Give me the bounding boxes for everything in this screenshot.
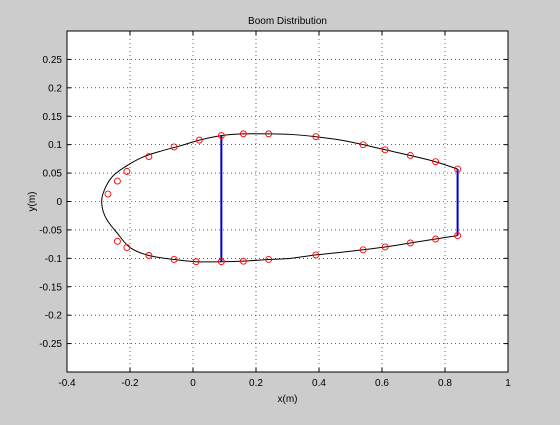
boom-point: [192, 258, 200, 266]
y-tick-label: -0.25: [39, 339, 62, 350]
boom-point: [454, 232, 462, 240]
y-tick-label: 0: [56, 197, 62, 208]
boom-point: [265, 256, 273, 263]
x-tick-label: 0.8: [438, 378, 452, 389]
boom-point: [123, 167, 131, 175]
boom-point: [381, 146, 389, 154]
boom-point: [406, 239, 414, 247]
boom-point: [113, 237, 121, 245]
boom-point: [432, 158, 439, 166]
x-tick-label: 0: [190, 378, 196, 389]
spars: [220, 135, 459, 262]
x-tick-label: 0.2: [249, 378, 263, 389]
boom-point: [381, 243, 389, 251]
boom-point: [195, 136, 203, 144]
axis-ticks: -0.4 -0.2 0 0.2 0.4 0.6 0.8 1 -0.25 -0.2 -0.15 -0.1…: [39, 31, 511, 389]
y-tick-label: -0.1: [45, 254, 63, 265]
boom-point: [265, 130, 273, 138]
grid-lines: [67, 31, 508, 372]
x-tick-label: 1: [505, 378, 511, 389]
boom-point: [312, 133, 320, 141]
x-tick-label: -0.2: [121, 378, 139, 389]
y-axis-label: y(m): [27, 192, 38, 212]
boom-point: [113, 177, 121, 185]
boom-point: [239, 130, 247, 138]
y-tick-label: 0.1: [48, 140, 62, 151]
boom-markers: [104, 130, 462, 266]
x-tick-label: 0.4: [312, 378, 326, 389]
x-tick-label: 0.6: [375, 378, 389, 389]
airfoil-profile: [101, 133, 458, 263]
x-axis-label: x(m): [278, 394, 298, 405]
boom-point: [217, 132, 225, 140]
y-tick-label: 0.25: [43, 55, 63, 66]
boom-point: [123, 244, 131, 251]
y-tick-label: -0.2: [45, 311, 63, 322]
boom-point: [312, 251, 320, 259]
boom-point: [104, 190, 112, 198]
profile-line: [101, 133, 458, 263]
boom-point: [239, 257, 247, 265]
boom-point: [145, 153, 153, 161]
boom-point: [359, 246, 367, 254]
boom-point: [170, 256, 178, 263]
y-tick-label: 0.15: [43, 112, 63, 123]
y-tick-label: -0.05: [39, 225, 62, 236]
chart-title: Boom Distribution: [248, 16, 327, 27]
boom-point: [454, 165, 462, 173]
x-tick-label: -0.4: [58, 378, 76, 389]
boom-point: [217, 258, 225, 266]
boom-point: [406, 152, 414, 159]
boom-point: [359, 141, 367, 149]
boom-point: [170, 143, 178, 151]
boom-point: [145, 252, 153, 259]
y-tick-label: 0.2: [48, 83, 62, 94]
y-tick-label: 0.05: [43, 169, 63, 180]
y-tick-label: -0.15: [39, 282, 62, 293]
boom-point: [432, 235, 439, 243]
